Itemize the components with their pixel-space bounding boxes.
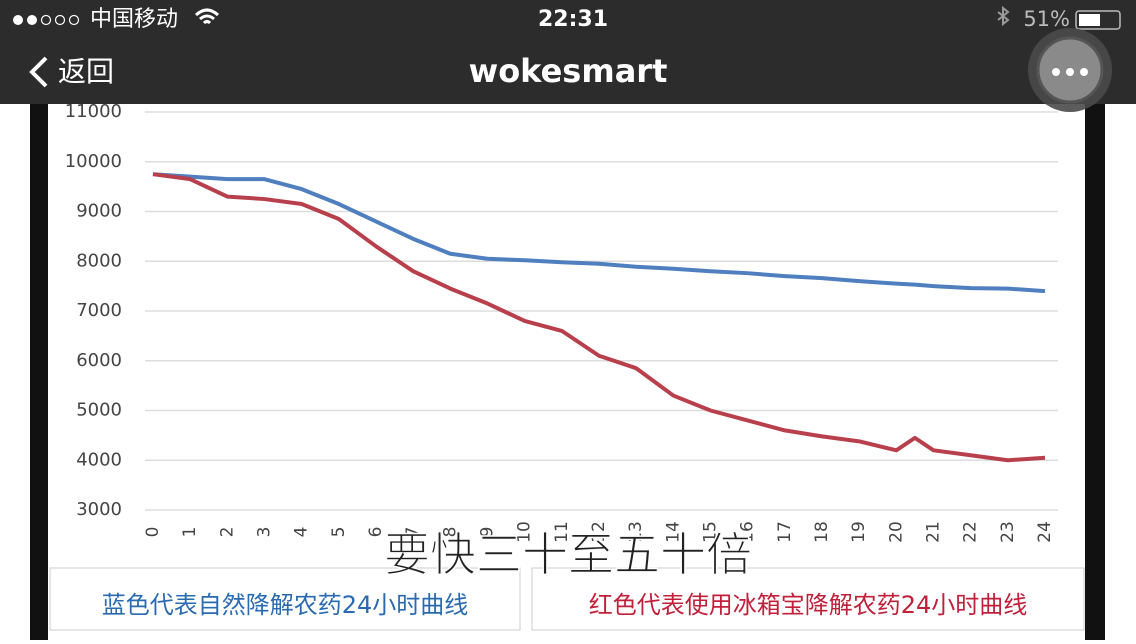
- x-tick-label: 20: [886, 521, 906, 543]
- x-tick-label: 2: [217, 527, 237, 538]
- legend-note: 红色代表使用冰箱宝降解农药24小时曲线: [589, 591, 1028, 619]
- x-tick-label: 16: [738, 521, 758, 543]
- battery-icon: [1075, 10, 1121, 30]
- x-tick-label: 21: [924, 521, 944, 543]
- y-tick-label: 3000: [76, 499, 122, 520]
- x-tick-label: 24: [1035, 521, 1055, 543]
- back-arrow[interactable]: [29, 56, 48, 88]
- y-tick-label: 8000: [76, 250, 122, 271]
- x-tick-label: 10: [515, 521, 535, 543]
- x-tick-label: 8: [440, 527, 460, 538]
- plot: 3000 4000 5000 6000 7000 8000 9000 10000 11000 0 1…: [65, 101, 1058, 543]
- y-tick-label: 10000: [65, 151, 122, 172]
- y-tick-label: 5000: [76, 400, 122, 421]
- y-tick-label: 6000: [76, 350, 122, 371]
- caption: 要快三十至五十倍: [384, 528, 752, 582]
- wifi-icon: [194, 8, 220, 25]
- legend-box: [49, 567, 521, 631]
- x-tick-label: 23: [998, 521, 1018, 543]
- clock: 22:31: [538, 7, 608, 32]
- x-tick-label: 22: [961, 521, 981, 543]
- signal: [13, 14, 80, 26]
- y-tick-label: 11000: [65, 101, 122, 122]
- legend-box: [531, 567, 1085, 631]
- legend-note: 蓝色代表自然降解农药24小时曲线: [102, 591, 469, 619]
- carrier: 中国移动: [90, 7, 178, 32]
- y-tick-label: 9000: [76, 201, 122, 222]
- x-tick-label: 1: [180, 527, 200, 538]
- data-line: [152, 172, 1046, 463]
- x-tick-label: 0: [143, 527, 163, 538]
- nav-title: wokesmart: [469, 52, 668, 90]
- x-tick-label: 3: [255, 527, 275, 538]
- x-tick-label: 19: [849, 521, 869, 543]
- x-tick-label: 4: [292, 527, 312, 538]
- y-tick-label: 4000: [76, 449, 122, 470]
- x-tick-label: 12: [589, 521, 609, 543]
- y-tick-label: 7000: [76, 300, 122, 321]
- x-tick-label: 18: [812, 521, 832, 543]
- top-bar: [0, 0, 1136, 104]
- x-tick-label: 9: [478, 527, 498, 538]
- battery-level: [1079, 14, 1100, 26]
- x-tick-label: 11: [552, 521, 572, 543]
- bluetooth-icon: [997, 5, 1010, 27]
- more-dots: [1052, 68, 1088, 76]
- x-tick-label: 5: [329, 527, 349, 538]
- x-tick-label: 14: [663, 521, 683, 543]
- x-tick-label: 13: [626, 521, 646, 543]
- x-tick-label: 7: [403, 527, 423, 538]
- x-tick-label: 6: [366, 527, 386, 538]
- x-tick-label: 17: [775, 521, 795, 543]
- x-tick-label: 15: [701, 521, 721, 543]
- data-line: [152, 172, 1046, 294]
- back-button[interactable]: 返回: [58, 55, 114, 88]
- battery-percent: 51%: [1023, 7, 1070, 31]
